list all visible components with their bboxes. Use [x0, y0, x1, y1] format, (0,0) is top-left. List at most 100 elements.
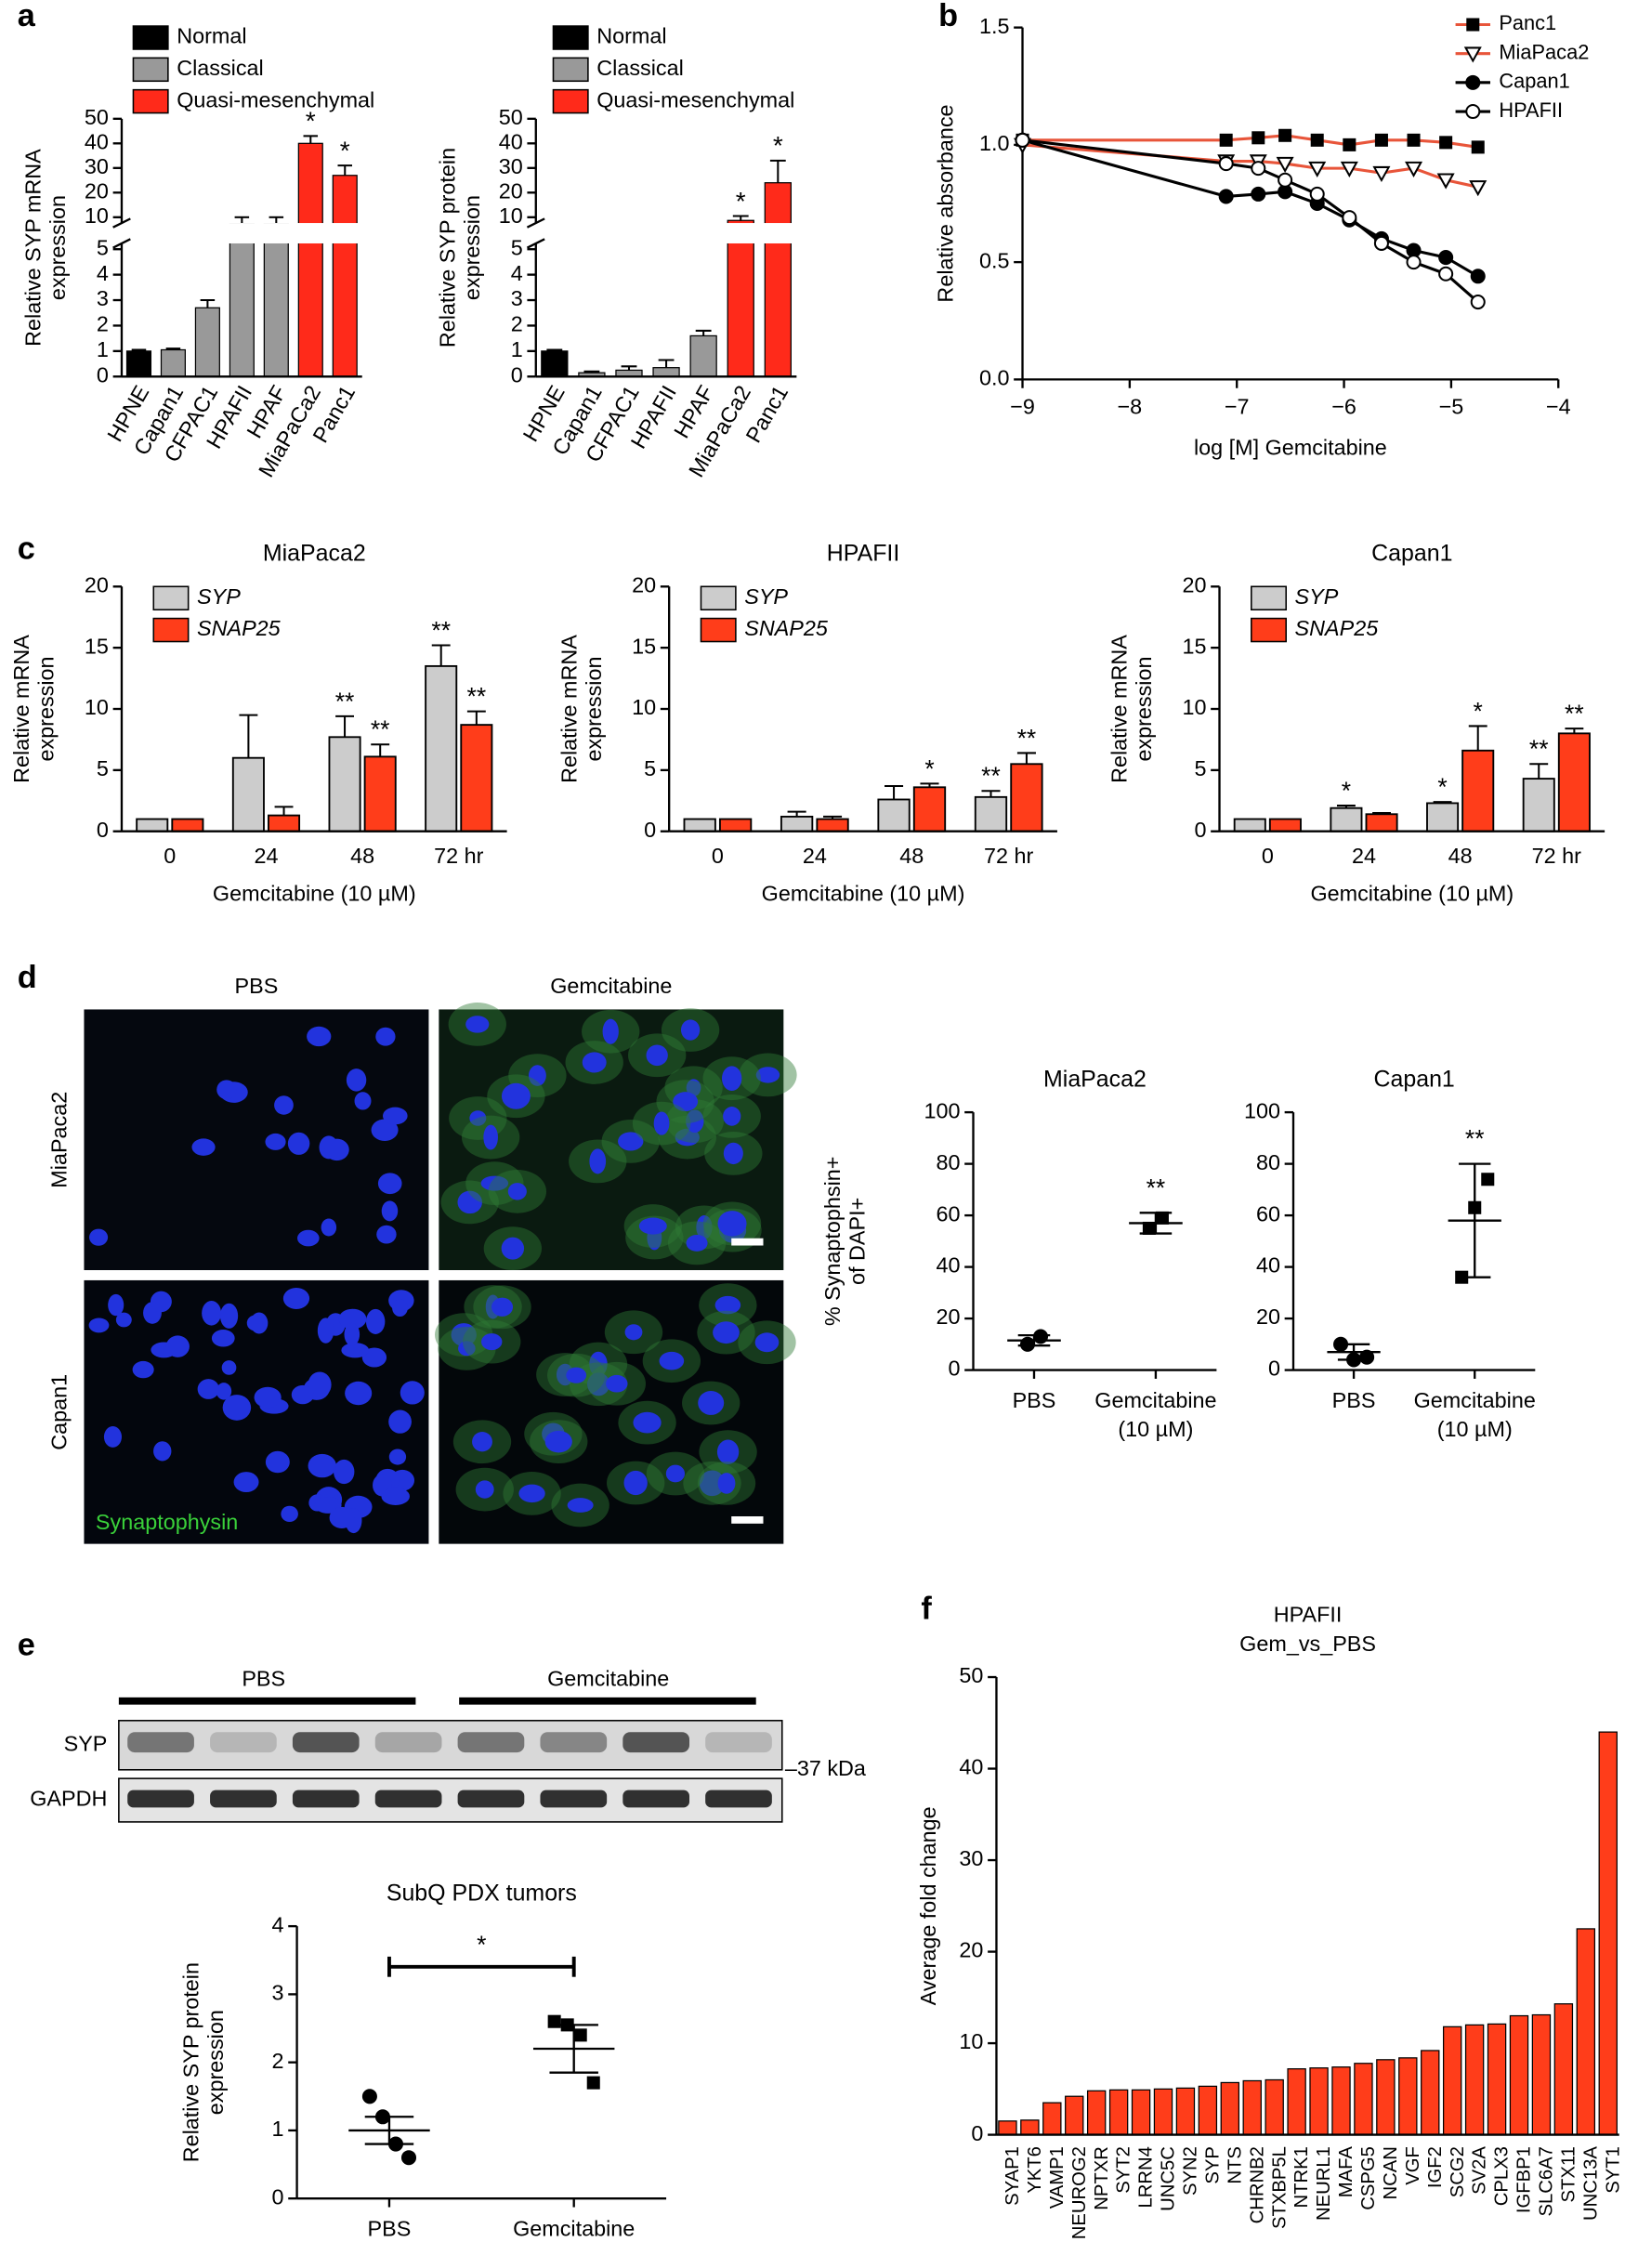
- bar: [268, 814, 301, 832]
- nucleus: [566, 1367, 587, 1383]
- y-axis-label: of DAPI+: [845, 1198, 870, 1285]
- scale-bar: [731, 1516, 764, 1524]
- y-tick-label: 80: [936, 1150, 960, 1174]
- x-tick-label: NTRK1: [1291, 2146, 1312, 2208]
- y-tick-label: 20: [959, 1938, 983, 1962]
- band: [374, 1732, 442, 1753]
- x-tick-label: VAMP1: [1047, 2146, 1068, 2209]
- legend-label: Panc1: [1499, 11, 1556, 34]
- nucleus: [659, 1351, 685, 1370]
- point: [1373, 235, 1389, 251]
- x-tick-label: YKT6: [1025, 2146, 1045, 2194]
- legend-swatch: [132, 57, 169, 83]
- nucleus: [334, 1459, 355, 1485]
- point: [1470, 269, 1486, 284]
- nucleus: [103, 1426, 123, 1448]
- nucleus: [371, 1119, 399, 1141]
- nucleus: [528, 1065, 546, 1086]
- nucleus: [287, 1132, 310, 1155]
- legend-swatch: [552, 25, 589, 50]
- nucleus: [587, 1372, 610, 1396]
- micrograph: [84, 1009, 429, 1271]
- point: [1142, 1221, 1156, 1235]
- x-tick-label: (10 µM): [1437, 1417, 1513, 1441]
- nucleus: [282, 1288, 310, 1309]
- nucleus: [480, 1175, 509, 1191]
- bar: [1557, 732, 1591, 832]
- y-tick-label: 0: [971, 2121, 983, 2145]
- axis-break-mark: [526, 238, 545, 249]
- legend-swatch: [700, 585, 737, 611]
- y-tick-label: 3: [511, 286, 523, 310]
- x-tick-label: IGFBP1: [1514, 2146, 1535, 2213]
- nucleus: [89, 1228, 109, 1246]
- x-tick-label: 0: [712, 844, 724, 868]
- nucleus: [686, 1079, 701, 1097]
- y-tick-label: 4: [511, 261, 523, 285]
- nucleus: [246, 1315, 263, 1331]
- nucleus: [696, 1214, 713, 1239]
- band: [292, 1732, 360, 1753]
- nucleus: [469, 1110, 487, 1126]
- bar: [1108, 2089, 1129, 2136]
- significance: *: [736, 187, 746, 216]
- legend-swatch: [552, 88, 589, 114]
- bar: [1268, 818, 1302, 832]
- point: [1309, 186, 1325, 202]
- bar: [1421, 2050, 1440, 2136]
- y-axis-label: Relative SYP mRNA: [21, 149, 46, 347]
- axis-break-mark: [112, 238, 131, 249]
- cells: [88, 1003, 797, 1534]
- y-tick-label: 10: [632, 695, 656, 719]
- y-tick-label: 4: [272, 1912, 284, 1936]
- bar: [1198, 2085, 1218, 2136]
- point: [1252, 131, 1265, 145]
- nucleus: [465, 1016, 490, 1033]
- point: [547, 2014, 561, 2028]
- bar: [1265, 2078, 1284, 2136]
- bar: [974, 795, 1008, 832]
- y-axis-label: expression: [34, 656, 59, 761]
- y-tick-label: 10: [959, 2029, 983, 2053]
- nucleus: [716, 1439, 740, 1464]
- nucleus: [723, 1107, 741, 1126]
- y-tick-label: 0: [1268, 1357, 1280, 1381]
- nucleus: [457, 1190, 482, 1214]
- point: [1340, 161, 1358, 178]
- axis-break-mark: [526, 217, 545, 229]
- significance: *: [1437, 773, 1447, 801]
- nucleus: [602, 1018, 619, 1044]
- nucleus: [108, 1293, 124, 1317]
- nucleus: [375, 1027, 396, 1046]
- nucleus: [354, 1092, 372, 1110]
- y-axis-label: expression: [203, 2010, 228, 2115]
- point: [1343, 138, 1356, 151]
- axis-break: [524, 223, 797, 243]
- nucleus: [254, 1386, 282, 1409]
- nucleus: [589, 1148, 607, 1174]
- nucleus: [376, 1225, 397, 1244]
- bar: [541, 350, 569, 377]
- legend-swatch: [152, 617, 190, 643]
- nucleus: [216, 1080, 237, 1100]
- nucleus: [475, 1480, 494, 1499]
- x-tick-label: PBS: [368, 2217, 412, 2241]
- x-tick-label: SYAP1: [1003, 2146, 1023, 2206]
- bar: [229, 223, 255, 377]
- y-axis-label: Relative mRNA: [557, 635, 581, 783]
- nucleus: [472, 1432, 492, 1452]
- nucleus: [307, 1026, 332, 1047]
- y-axis-label: Relative mRNA: [9, 635, 33, 783]
- nucleus: [233, 1472, 259, 1493]
- significance: **: [1565, 700, 1584, 728]
- y-tick-label: 10: [85, 203, 109, 228]
- point: [1406, 255, 1422, 270]
- x-tick-label: 72 hr: [434, 844, 483, 868]
- bar: [332, 175, 358, 377]
- nucleus: [317, 1318, 334, 1344]
- x-tick-label: UNC13A: [1580, 2146, 1601, 2221]
- x-tick-label: 24: [1352, 844, 1376, 868]
- point: [1469, 180, 1487, 197]
- y-tick-label: 5: [97, 756, 109, 780]
- point: [361, 2089, 377, 2104]
